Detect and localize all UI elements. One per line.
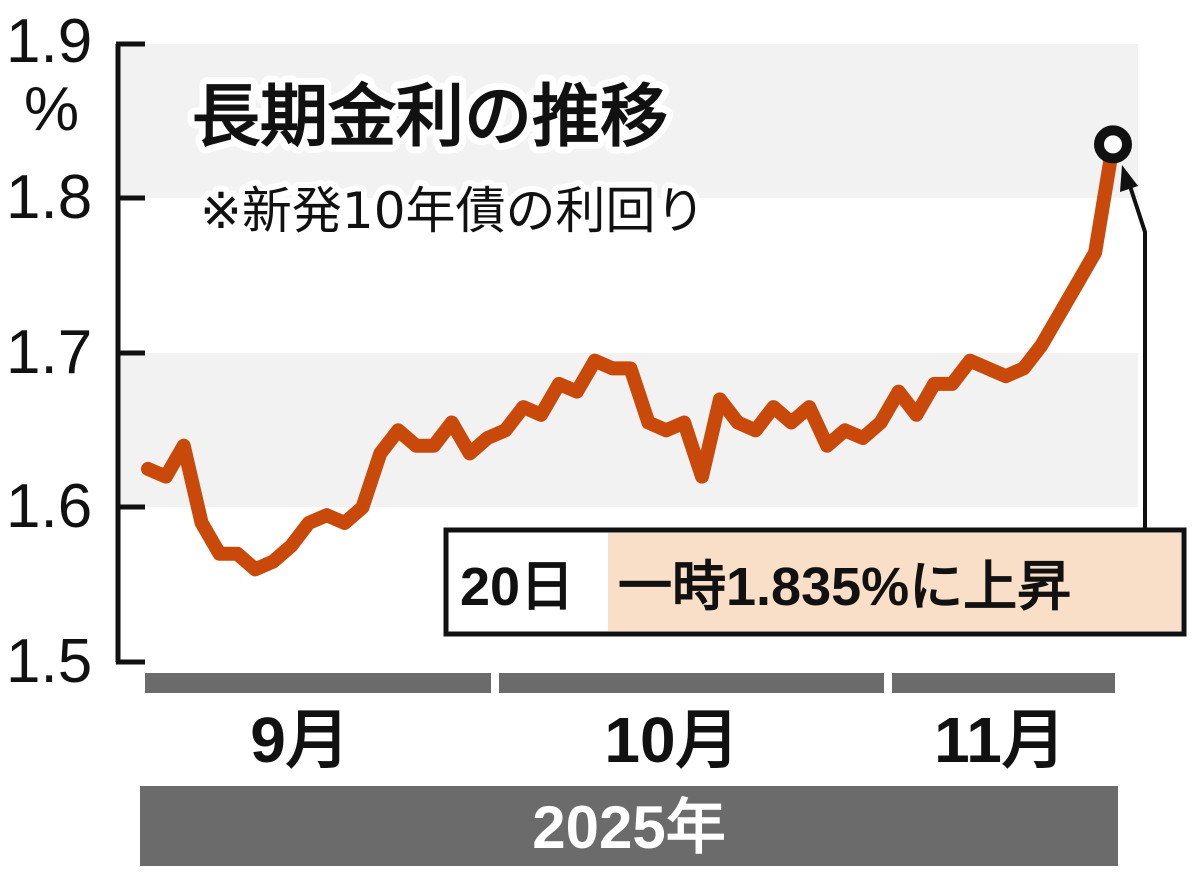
arrow-head-icon (1120, 165, 1138, 192)
y-tick-label: 1.5 (6, 627, 92, 696)
annotation-arrow-line (1126, 179, 1147, 530)
grid-band-top (118, 44, 1138, 198)
annotation-date: 20日 (460, 557, 574, 617)
month-bar-october (499, 673, 884, 693)
month-label: 11月 (934, 704, 1066, 776)
latest-point-marker (1094, 125, 1132, 164)
y-tick-label: 1.7 (6, 318, 92, 387)
year-bar (140, 786, 1118, 866)
month-label: 9月 (250, 704, 350, 776)
month-bar-september (145, 673, 491, 693)
month-label: 10月 (604, 704, 739, 776)
y-tick-label: 1.6 (6, 472, 92, 541)
month-bar-november (892, 673, 1115, 693)
annotation-text: 一時1.835%に上昇 (618, 557, 1071, 617)
yield-line (141, 137, 1120, 577)
year-label: 2025年 (532, 794, 725, 861)
chart-title: 長期金利の推移 (192, 78, 668, 157)
y-unit-label: % (24, 75, 79, 144)
chart-subtitle: ※新発10年債の利回り (200, 182, 706, 240)
annotation-highlight (608, 533, 1181, 631)
y-tick-label: 1.8 (6, 163, 92, 232)
y-tick-label: 1.9 (6, 7, 92, 76)
y-ticks (116, 41, 145, 665)
